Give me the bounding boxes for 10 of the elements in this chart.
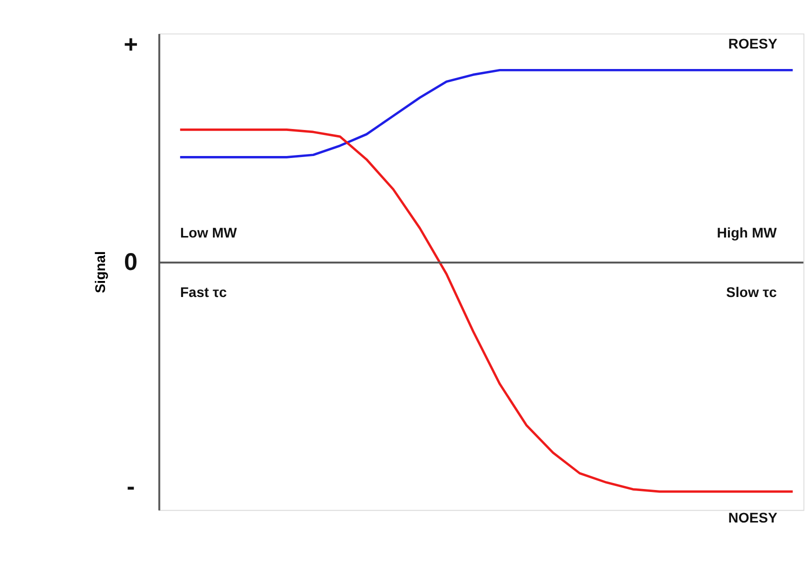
text: 0 — [124, 249, 138, 276]
annotation: Slow τc — [726, 284, 777, 300]
text: - — [126, 473, 135, 500]
y-axis-title: Signal — [92, 251, 108, 294]
annotation: Fast τc — [180, 284, 228, 300]
series-label: NOESY — [728, 509, 778, 526]
annotation: Low MW — [180, 224, 238, 240]
text: + — [124, 31, 138, 58]
annotation: High MW — [716, 224, 778, 240]
series-label: ROESY — [728, 36, 778, 52]
